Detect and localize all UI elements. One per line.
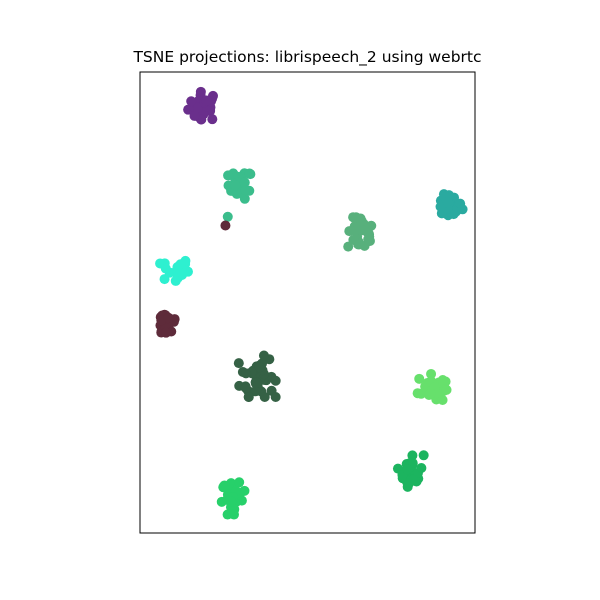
scatter-point-cluster-6 xyxy=(163,312,174,323)
scatter-point-cluster-3 xyxy=(442,196,453,207)
scatter-point-cluster-1 xyxy=(201,95,212,106)
scatter-point-cluster-7 xyxy=(254,362,265,373)
scatter-point-cluster-7 xyxy=(270,392,281,402)
scatter-point-cluster-7 xyxy=(240,382,251,393)
scatter-point-cluster-4 xyxy=(354,239,365,250)
scatter-point-cluster-8 xyxy=(441,384,452,395)
scatter-point-cluster-2 xyxy=(244,168,255,179)
scatter-point-cluster-8 xyxy=(437,375,448,386)
scatter-point-cluster-9 xyxy=(407,450,418,461)
scatter-point-cluster-5 xyxy=(170,275,181,286)
plot-frame xyxy=(139,71,476,534)
scatter-point-cluster-7 xyxy=(258,350,269,361)
scatter-point-cluster-2 xyxy=(239,177,250,188)
scatter-point-cluster-4 xyxy=(363,221,374,232)
scatter-point-cluster-5 xyxy=(172,262,183,273)
scatter-point-cluster-8 xyxy=(412,388,423,399)
scatter-point-cluster-9 xyxy=(418,450,429,461)
scatter-point-cluster-9 xyxy=(416,463,427,474)
scatter-point-cluster-1 xyxy=(195,86,206,97)
scatter-point-cluster-5 xyxy=(160,263,171,274)
scatter-point-cluster-5 xyxy=(177,268,188,279)
scatter-point-cluster-6 xyxy=(161,327,172,338)
scatter-point-cluster-2 xyxy=(240,185,251,196)
scatter-point-cluster-7 xyxy=(270,375,281,386)
scatter-point-cluster-8 xyxy=(426,368,437,379)
scatter-point-cluster-10 xyxy=(234,477,245,488)
scatter-point-cluster-7 xyxy=(243,392,254,402)
scatter-point-cluster-2 xyxy=(223,170,234,181)
scatter-point-cluster-10 xyxy=(228,509,239,520)
scatter-point-cluster-7 xyxy=(259,392,270,402)
scatter-point-cluster-8 xyxy=(414,373,425,384)
scatter-point-cluster-7 xyxy=(251,377,262,388)
scatter-point-cluster-9 xyxy=(403,478,414,489)
scatter-point-outlier-1 xyxy=(222,211,233,222)
points-layer xyxy=(155,86,468,520)
scatter-point-cluster-8 xyxy=(425,388,436,399)
chart-title: TSNE projections: librispeech_2 using we… xyxy=(133,48,482,66)
scatter-point-cluster-1 xyxy=(189,110,200,121)
scatter-point-cluster-8 xyxy=(437,395,448,405)
scatter-point-cluster-10 xyxy=(218,482,229,493)
scatter-point-cluster-7 xyxy=(240,368,251,379)
scatter-point-cluster-4 xyxy=(348,212,359,223)
scatter-point-outlier-2 xyxy=(220,220,231,231)
scatter-point-cluster-2 xyxy=(230,180,241,191)
scatter-point-cluster-1 xyxy=(186,96,197,107)
scatter-point-cluster-7 xyxy=(233,358,244,369)
scatter-point-cluster-9 xyxy=(402,464,413,475)
scatter-point-cluster-3 xyxy=(457,204,468,215)
scatter-point-cluster-4 xyxy=(343,241,354,252)
scatter-point-cluster-7 xyxy=(250,386,261,397)
scatter-point-cluster-10 xyxy=(226,496,237,507)
scatter-point-cluster-4 xyxy=(352,224,363,235)
scatter-point-cluster-4 xyxy=(356,215,367,226)
scatter-point-cluster-1 xyxy=(207,114,218,125)
